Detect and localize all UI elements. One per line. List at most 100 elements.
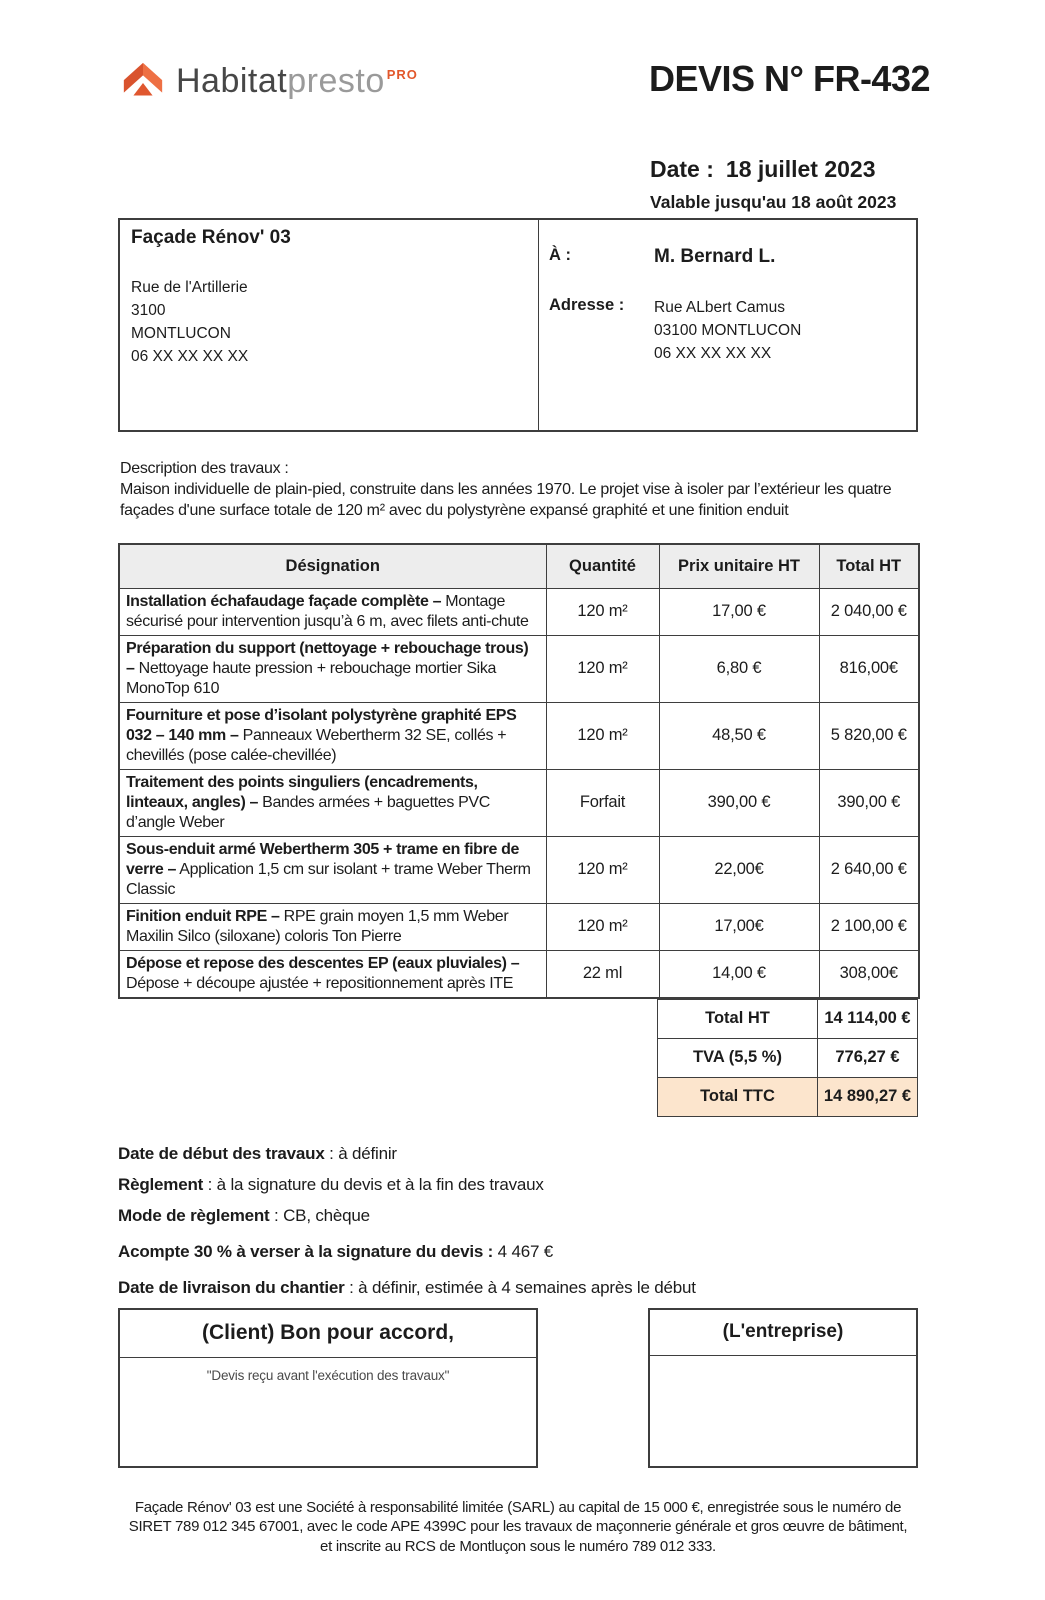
company-address-line: 06 XX XX XX XX	[131, 348, 249, 365]
table-header-row: Désignation Quantité Prix unitaire HT To…	[118, 543, 920, 589]
term-label: Règlement	[118, 1174, 204, 1194]
address-label: Adresse :	[549, 296, 625, 314]
legal-footer-line: Façade Rénov' 03 est une Société à respo…	[134, 1498, 902, 1516]
total-ht-row: Total HT 14 114,00 €	[657, 998, 918, 1039]
item-designation: Fourniture et pose d’isolant polystyrène…	[118, 701, 547, 770]
works-description-body: Maison individuelle de plain-pied, const…	[120, 481, 892, 519]
term-reglement: Règlement : à la signature du devis et à…	[118, 1174, 918, 1196]
items-table: Désignation Quantité Prix unitaire HT To…	[118, 543, 920, 999]
item-detail: Panneaux Webertherm 32 SE, collés + chev…	[126, 726, 507, 764]
client-address: Rue ALbert Camus 03100 MONTLUCON 06 XX X…	[654, 296, 801, 365]
client-address-row: Adresse : Rue ALbert Camus 03100 MONTLUC…	[549, 296, 906, 365]
company-panel: Façade Rénov' 03 Rue de l'Artillerie 310…	[120, 220, 539, 430]
item-title: Préparation du support (nettoyage + rebo…	[126, 639, 529, 677]
tva-value: 776,27 €	[817, 1037, 918, 1078]
date-block: Date : 18 juillet 2023 Valable jusqu'au 1…	[650, 156, 930, 213]
item-unit-price: 6,80 €	[658, 634, 820, 703]
item-unit-price: 22,00€	[658, 835, 820, 904]
item-unit-price: 390,00 €	[658, 768, 820, 837]
item-total: 5 820,00 €	[818, 701, 920, 770]
works-description: Description des travaux : Maison individ…	[120, 458, 920, 521]
date-label: Date :	[650, 156, 714, 182]
item-unit-price: 48,50 €	[658, 701, 820, 770]
date-value: 18 juillet 2023	[725, 156, 876, 182]
table-row: Installation échafaudage façade complète…	[118, 587, 920, 636]
item-total: 2 040,00 €	[818, 587, 920, 636]
item-quantity: 120 m²	[545, 902, 660, 951]
item-quantity: 120 m²	[545, 587, 660, 636]
item-designation: Dépose et repose des descentes EP (eaux …	[118, 949, 547, 998]
item-quantity: 120 m²	[545, 835, 660, 904]
term-label: Date de début des travaux	[118, 1143, 325, 1163]
term-label: Date de livraison du chantier	[118, 1277, 345, 1297]
payment-terms: Date de début des travaux : à définir Rè…	[118, 1143, 918, 1299]
legal-footer: Façade Rénov' 03 est une Société à respo…	[118, 1498, 918, 1557]
item-total: 2 100,00 €	[818, 902, 920, 951]
date-line: Date : 18 juillet 2023	[650, 156, 930, 183]
item-title: Installation échafaudage façade complète…	[126, 592, 442, 610]
house-arrow-icon	[123, 62, 163, 96]
item-title: Traitement des points singuliers (encadr…	[126, 773, 478, 811]
item-unit-price: 17,00 €	[658, 587, 820, 636]
item-unit-price: 14,00 €	[658, 949, 820, 998]
client-name-row: À : M. Bernard L.	[549, 246, 906, 268]
term-start-date: Date de début des travaux : à définir	[118, 1143, 918, 1165]
term-livraison: Date de livraison du chantier : à défini…	[118, 1277, 918, 1299]
item-title: Finition enduit RPE –	[126, 907, 280, 925]
item-designation: Installation échafaudage façade complète…	[118, 587, 547, 636]
legal-footer-line: et inscrite au RCS de Montluçon sous le …	[320, 1537, 716, 1555]
company-address-line: Rue de l'Artillerie	[131, 279, 248, 296]
client-signature-note: "Devis reçu avant l'exécution des travau…	[206, 1367, 450, 1383]
logo-habitat: Habitat	[176, 62, 288, 100]
client-address-line: 03100 MONTLUCON	[654, 322, 802, 339]
total-ht-value: 14 114,00 €	[817, 998, 918, 1039]
item-quantity: 22 ml	[545, 949, 660, 998]
item-total: 816,00€	[818, 634, 920, 703]
item-detail: RPE grain moyen 1,5 mm Weber Maxilin Sil…	[126, 907, 509, 945]
company-address: Rue de l'Artillerie 3100 MONTLUCON 06 XX…	[131, 276, 527, 368]
term-label: Acompte 30 % à verser à la signature du …	[118, 1241, 494, 1261]
item-quantity: 120 m²	[545, 634, 660, 703]
client-signature-box: (Client) Bon pour accord, "Devis reçu av…	[118, 1307, 538, 1468]
company-name: Façade Rénov' 03	[131, 227, 291, 248]
company-address-line: MONTLUCON	[131, 325, 231, 342]
col-header-unit-price: Prix unitaire HT	[658, 543, 820, 589]
totals-table: Total HT 14 114,00 € TVA (5,5 %) 776,27 …	[657, 998, 918, 1117]
table-row: Traitement des points singuliers (encadr…	[118, 768, 920, 837]
logo-pro-badge: PRO	[386, 67, 418, 82]
valid-until: Valable jusqu'au 18 août 2023	[650, 192, 897, 212]
item-detail: Dépose + découpe ajustée + repositionnem…	[126, 974, 514, 992]
item-total: 2 640,00 €	[818, 835, 920, 904]
item-unit-price: 17,00€	[658, 902, 820, 951]
company-signature-title: (L'entreprise)	[650, 1310, 916, 1356]
item-designation: Sous-enduit armé Webertherm 305 + trame …	[118, 835, 547, 904]
item-designation: Finition enduit RPE – RPE grain moyen 1,…	[118, 902, 547, 951]
to-label: À :	[549, 246, 571, 264]
item-title: Dépose et repose des descentes EP (eaux …	[126, 954, 520, 972]
term-text: : à définir, estimée à 4 semaines après …	[344, 1277, 696, 1297]
item-detail: Montage sécurisé pour intervention jusqu…	[126, 592, 529, 630]
total-ttc-value: 14 890,27 €	[817, 1076, 918, 1117]
total-ttc-label: Total TTC	[657, 1076, 818, 1117]
tva-row: TVA (5,5 %) 776,27 €	[657, 1037, 918, 1078]
item-total: 308,00€	[818, 949, 920, 998]
term-text: : à la signature du devis et à la fin de…	[203, 1174, 544, 1194]
item-title: Sous-enduit armé Webertherm 305 + trame …	[126, 840, 520, 878]
item-designation: Préparation du support (nettoyage + rebo…	[118, 634, 547, 703]
col-header-designation: Désignation	[118, 543, 547, 589]
term-text: : à définir	[324, 1143, 397, 1163]
company-address-line: 3100	[131, 302, 166, 319]
company-signature-box: (L'entreprise)	[648, 1307, 918, 1468]
table-row: Dépose et repose des descentes EP (eaux …	[118, 949, 920, 998]
item-title: Fourniture et pose d’isolant polystyrène…	[126, 706, 517, 744]
logo-presto: presto	[287, 62, 385, 100]
item-quantity: Forfait	[545, 768, 660, 837]
table-row: Préparation du support (nettoyage + rebo…	[118, 634, 920, 703]
term-acompte: Acompte 30 % à verser à la signature du …	[118, 1241, 918, 1263]
item-detail: Bandes armées + baguettes PVC d’angle We…	[126, 793, 490, 831]
client-address-line: 06 XX XX XX XX	[654, 345, 772, 362]
item-detail: Application 1,5 cm sur isolant + trame W…	[126, 860, 531, 898]
term-text: : CB, chèque	[269, 1205, 370, 1225]
item-detail: Nettoyage haute pression + rebouchage mo…	[126, 659, 497, 697]
